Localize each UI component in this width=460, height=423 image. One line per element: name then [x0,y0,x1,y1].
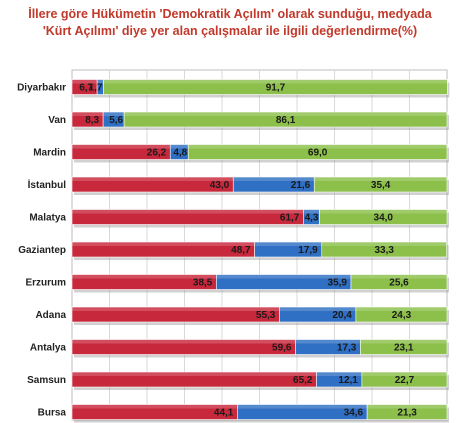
data-label: 4,3 [305,213,319,224]
data-label: 24,3 [392,310,412,321]
category-label: Gaziantep [18,245,66,256]
category-label: Malatya [29,213,66,224]
data-label: 6,7 [79,83,93,94]
bar-segment-highlight [316,372,362,376]
data-label: 43,0 [210,180,230,191]
data-label: 25,6 [389,278,409,289]
data-label: 4,8 [173,148,187,159]
bar-segment-highlight [360,339,447,344]
bar-segment-highlight [72,112,104,116]
bar-segment-highlight [216,274,351,279]
bar-segment-highlight [321,242,447,246]
bar-segment-highlight [295,339,361,344]
category-label: İstanbul [28,178,67,191]
data-label: 69,0 [308,148,328,159]
category-label: Antalya [30,343,67,354]
bar-segment [103,79,448,95]
category-label: Erzurum [25,278,66,289]
chart-title: İllere göre Hükümetin 'Demokratik Açılım… [0,6,460,40]
bar-segment-highlight [72,209,304,214]
data-label: 59,6 [272,343,292,354]
bar-segment-highlight [72,372,317,376]
bar-segment-highlight [97,79,104,84]
bar-segment [366,404,448,420]
data-label: 34,0 [374,213,394,224]
bar-segment-highlight [103,79,448,84]
bar-segment [123,111,448,128]
bar-segment [350,274,448,290]
bar-segment [187,144,448,160]
data-label: 21,6 [291,180,311,191]
bar-segment-highlight [170,144,189,149]
bar-segment-highlight [314,177,447,181]
bar-segment [360,339,448,355]
data-label: 38,5 [193,278,213,289]
bar-segment-highlight [72,242,255,246]
bar-segment [361,371,448,388]
data-label: 1,7 [89,83,103,94]
data-label: 65,2 [293,375,313,386]
data-label: 26,2 [147,148,167,159]
data-label: 35,4 [371,180,391,191]
data-label: 33,3 [374,245,394,256]
chart-title-line-2: 'Kürt Açılımı' diye yer alan çalışmalar … [42,24,418,38]
bar-segment-highlight [72,404,238,409]
chart-title-line-1: İllere göre Hükümetin 'Demokratik Açılım… [28,7,432,21]
data-label: 23,1 [394,343,414,354]
category-label: Mardin [33,148,66,159]
bar-segment-highlight [355,307,447,311]
data-label: 20,4 [332,310,352,321]
bar-segment-highlight [351,274,447,279]
bar-segment-highlight [103,112,125,116]
data-label: 22,7 [395,375,415,386]
category-label: Van [48,115,66,126]
bar-segment-highlight [72,307,280,311]
category-label: Bursa [38,408,67,419]
category-label: Adana [35,310,66,321]
data-label: 61,7 [280,213,300,224]
bar-segment-highlight [319,209,447,214]
data-label: 34,6 [344,408,364,419]
bar-segment-highlight [124,112,447,116]
data-label: 48,7 [231,245,251,256]
bar-segment-highlight [72,339,296,344]
data-label: 44,1 [214,408,234,419]
bar-segment [355,306,448,323]
data-label: 21,3 [397,408,417,419]
data-label: 55,3 [256,310,276,321]
data-label: 17,3 [337,343,357,354]
category-label: Diyarbakır [17,83,66,94]
bar-segment-highlight [303,209,320,214]
bar-segment [321,241,447,258]
bar-segment-highlight [254,242,322,246]
bar-segment-highlight [361,372,447,376]
bar-segment-highlight [237,404,368,409]
bar-segment-highlight [72,274,217,279]
bar-segment [313,176,448,193]
data-label: 17,9 [298,245,318,256]
data-label: 35,9 [328,278,348,289]
bar-segment-highlight [72,144,171,149]
data-label: 8,3 [85,115,99,126]
data-label: 91,7 [266,83,286,94]
bar-segment-highlight [279,307,356,311]
data-label: 12,1 [338,375,358,386]
bar-segment-highlight [72,79,98,84]
bar-segment-highlight [367,404,447,409]
bar-segment-highlight [188,144,447,149]
bar-segment [319,209,448,225]
category-label: Samsun [27,375,66,386]
bar-segment-highlight [233,177,315,181]
bar-segment-highlight [72,177,234,181]
data-label: 5,6 [109,115,123,126]
data-label: 86,1 [276,115,296,126]
